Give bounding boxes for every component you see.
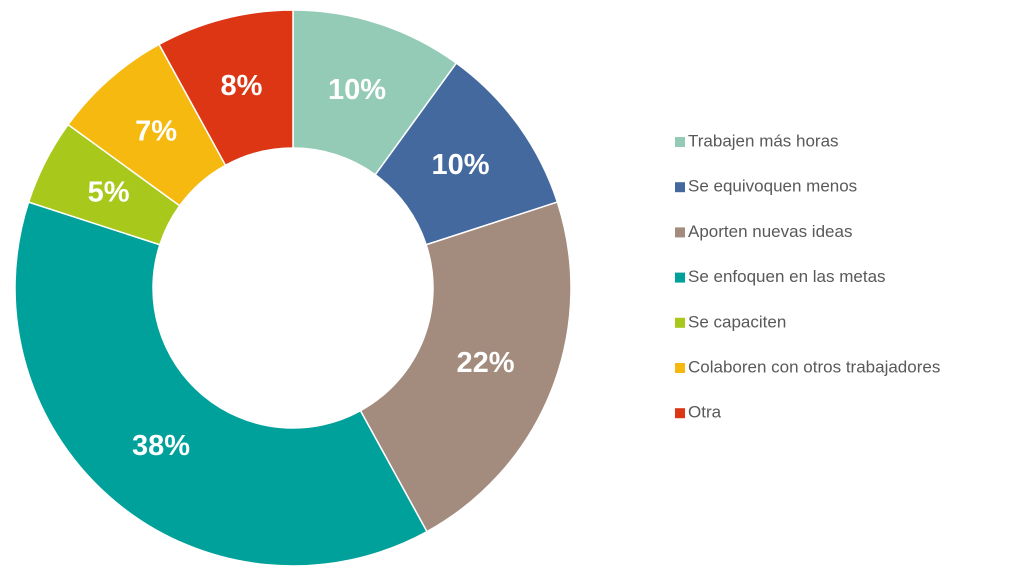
- legend-swatch: [675, 363, 685, 373]
- legend-label: Aporten nuevas ideas: [688, 222, 852, 241]
- legend-swatch: [675, 272, 685, 283]
- slice: [359, 201, 572, 533]
- legend-label: Colaboren con otros trabajadores: [688, 357, 940, 376]
- value-label: 38%: [132, 430, 190, 462]
- value-label: 22%: [456, 347, 514, 379]
- value-label: 10%: [431, 149, 489, 181]
- legend-swatch: [675, 408, 685, 419]
- slice: [158, 9, 294, 167]
- slice: [14, 201, 428, 566]
- legend-label: Otra: [688, 403, 722, 422]
- legend-swatch: [675, 182, 685, 193]
- value-label: 7%: [135, 115, 177, 147]
- value-label: 8%: [221, 70, 263, 102]
- legend-label: Se equivoquen menos: [688, 177, 857, 196]
- legend-label: Se capaciten: [688, 312, 786, 331]
- value-label: 5%: [88, 177, 130, 209]
- value-label: 10%: [328, 74, 386, 106]
- legend-swatch: [675, 317, 685, 328]
- legend-label: Trabajen más horas: [688, 131, 839, 150]
- legend-swatch: [675, 227, 685, 238]
- legend-label: Se enfoquen en las metas: [688, 267, 886, 286]
- legend-swatch: [675, 137, 685, 147]
